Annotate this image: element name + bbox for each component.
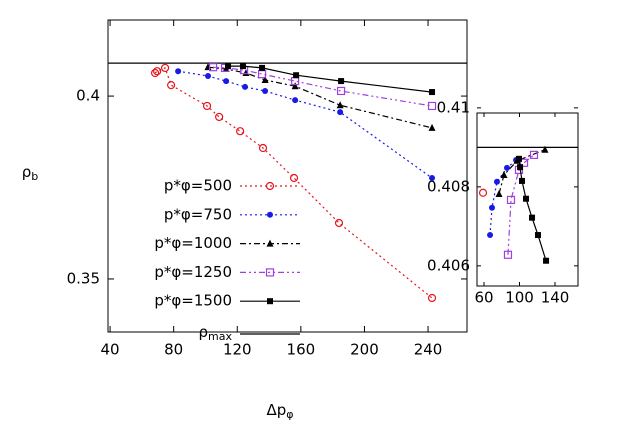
y-tick-label: 0.408 <box>427 177 470 195</box>
marker <box>543 257 550 264</box>
y-tick-label: 0.41 <box>437 98 470 116</box>
legend-label: p*φ=1500 <box>154 292 232 310</box>
frame <box>476 112 579 287</box>
marker <box>517 164 524 171</box>
y-axis-label-sub: b <box>31 170 38 183</box>
marker <box>429 89 436 96</box>
legend-label: p*φ=500 <box>164 177 232 195</box>
marker <box>506 195 516 204</box>
marker <box>208 63 218 72</box>
marker <box>262 87 269 94</box>
marker <box>503 250 513 259</box>
marker <box>478 188 488 197</box>
marker <box>265 268 275 277</box>
marker <box>518 177 525 184</box>
y-tick-label: 0.4 <box>76 87 100 105</box>
marker <box>336 86 346 96</box>
marker <box>291 82 299 90</box>
marker <box>429 175 436 182</box>
marker <box>487 232 494 239</box>
marker <box>258 143 268 153</box>
plot-area <box>477 145 578 264</box>
marker <box>223 78 230 85</box>
marker <box>515 155 522 162</box>
marker <box>242 83 249 90</box>
x-axis-label-main: Δp <box>266 401 286 419</box>
x-tick-label: 200 <box>350 341 379 359</box>
marker <box>427 101 437 111</box>
series-line <box>207 66 433 129</box>
marker <box>202 101 212 111</box>
marker <box>529 214 536 221</box>
y-axis-label-main: ρ <box>22 163 32 181</box>
marker <box>336 101 344 109</box>
plot-area <box>108 62 467 303</box>
marker <box>167 81 176 90</box>
marker <box>541 145 549 153</box>
y-tick-label: 0.35 <box>67 269 100 287</box>
marker <box>261 75 269 83</box>
marker <box>267 298 273 305</box>
marker <box>242 69 250 77</box>
marker <box>337 109 344 116</box>
x-tick-label: 120 <box>223 341 252 359</box>
marker <box>292 97 299 104</box>
marker <box>493 178 500 185</box>
marker <box>293 72 300 79</box>
x-tick-label: 140 <box>541 289 570 307</box>
marker <box>160 63 170 73</box>
marker <box>239 63 246 70</box>
marker <box>236 127 245 136</box>
legend-label-sub: max <box>208 330 232 343</box>
marker <box>289 173 299 183</box>
series-line <box>498 149 546 195</box>
x-tick-label: 80 <box>164 341 183 359</box>
x-tick-label: 160 <box>287 341 316 359</box>
series-line <box>154 67 433 299</box>
x-tick-label: 60 <box>474 289 493 307</box>
marker <box>150 68 160 78</box>
legend-label: p*φ=1250 <box>154 263 232 281</box>
marker <box>338 78 345 85</box>
marker <box>488 204 495 211</box>
marker <box>428 123 436 131</box>
marker <box>225 63 232 70</box>
marker <box>529 150 539 159</box>
marker <box>153 67 162 76</box>
marker <box>522 195 529 202</box>
marker <box>500 171 508 179</box>
marker <box>534 232 541 239</box>
y-tick-label: 0.406 <box>427 256 470 274</box>
marker <box>259 64 266 71</box>
marker <box>427 293 437 303</box>
marker <box>215 112 224 122</box>
marker <box>265 181 275 191</box>
marker <box>175 68 182 75</box>
marker <box>503 164 510 171</box>
legend-label: ρmax <box>199 323 233 344</box>
marker <box>334 218 344 228</box>
marker <box>266 239 274 247</box>
x-tick-label: 40 <box>101 341 120 359</box>
x-axis-label-sub: φ <box>286 408 293 421</box>
x-axis-label: Δpφ <box>266 401 293 422</box>
frame <box>107 19 468 333</box>
legend-label: p*φ=1000 <box>154 234 232 252</box>
marker <box>495 189 503 197</box>
legend-label: p*φ=750 <box>164 205 232 223</box>
x-tick-label: 100 <box>505 289 534 307</box>
y-axis-label: ρb <box>22 163 39 184</box>
marker <box>519 158 529 167</box>
x-tick-label: 240 <box>414 341 443 359</box>
marker <box>267 211 273 218</box>
marker <box>205 72 212 79</box>
